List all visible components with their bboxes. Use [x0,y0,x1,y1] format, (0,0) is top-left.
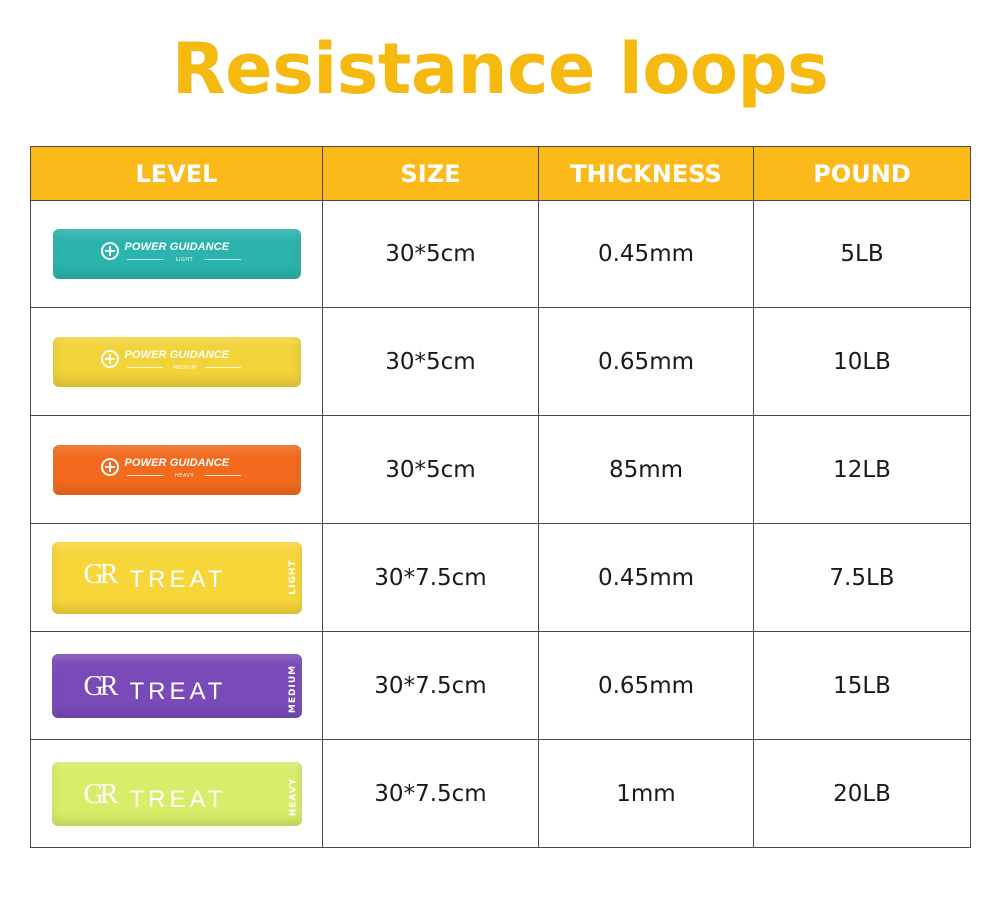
power-guidance-logo-icon [100,242,119,260]
pound-cell: 12LB [753,415,971,524]
band-divider [204,366,241,368]
resistance-band-image: POWER GUIDANCE HEAVY [52,444,301,495]
size-cell: 30*7.5cm [322,739,539,848]
pound-cell: 15LB [753,631,971,740]
pound-cell: 7.5LB [753,523,971,632]
level-cell: GR TREAT MEDIUM [30,631,323,740]
band-level: LIGHT [175,257,194,263]
band-brand: POWER GUIDANCE [124,456,230,469]
band-level: MEDIUM [172,364,197,371]
thickness-cell: 0.45mm [538,200,754,308]
level-cell: GR TREAT HEAVY [30,739,323,848]
gr-logo-icon: GR [83,778,119,810]
band-level: HEAVY [175,472,194,479]
band-divider [204,474,241,476]
header-size: SIZE [322,146,539,201]
thickness-cell: 0.65mm [538,631,754,740]
band-brand: TREAT [129,565,227,593]
size-cell: 30*5cm [322,200,539,308]
table-header-row: LEVEL SIZE THICKNESS POUND [30,146,971,201]
table-row: GR TREAT HEAVY 30*7.5cm 1mm 20LB [30,739,971,848]
thickness-cell: 0.45mm [538,523,754,632]
band-level: HEAVY [288,777,299,816]
spec-table: LEVEL SIZE THICKNESS POUND POWER GUIDANC… [30,146,971,848]
header-pound: POUND [753,146,971,201]
resistance-band-image: GR TREAT LIGHT [51,541,302,614]
size-cell: 30*5cm [322,307,539,416]
table-row: POWER GUIDANCE MEDIUM 30*5cm 0.65mm 10LB [30,307,971,416]
gr-logo-icon: GR [83,558,119,590]
band-divider [126,259,163,260]
band-brand: POWER GUIDANCE [124,241,230,253]
size-cell: 30*7.5cm [322,631,539,740]
level-cell: GR TREAT LIGHT [30,523,323,632]
level-cell: POWER GUIDANCE MEDIUM [30,307,323,416]
band-divider [126,474,163,476]
band-brand: POWER GUIDANCE [124,348,230,361]
band-divider [126,366,163,368]
pound-cell: 20LB [753,739,971,848]
thickness-cell: 85mm [538,415,754,524]
gr-logo-icon: GR [83,670,119,702]
power-guidance-logo-icon [100,457,119,476]
resistance-band-image: GR TREAT HEAVY [51,761,302,826]
size-cell: 30*5cm [322,415,539,524]
band-level: LIGHT [288,558,299,595]
thickness-cell: 1mm [538,739,754,848]
resistance-band-image: GR TREAT MEDIUM [51,653,302,718]
pound-cell: 10LB [753,307,971,416]
thickness-cell: 0.65mm [538,307,754,416]
header-level: LEVEL [30,146,323,201]
header-thickness: THICKNESS [538,146,754,201]
table-row: GR TREAT MEDIUM 30*7.5cm 0.65mm 15LB [30,631,971,740]
resistance-band-image: POWER GUIDANCE LIGHT [52,229,301,279]
resistance-band-image: POWER GUIDANCE MEDIUM [52,336,301,387]
page-title: Resistance loops [171,28,829,110]
band-brand: TREAT [129,677,227,705]
band-level: MEDIUM [288,664,299,713]
table-row: POWER GUIDANCE LIGHT 30*5cm 0.45mm 5LB [30,200,971,308]
size-cell: 30*7.5cm [322,523,539,632]
band-brand: TREAT [129,785,227,813]
level-cell: POWER GUIDANCE LIGHT [30,200,323,308]
pound-cell: 5LB [753,200,971,308]
table-row: POWER GUIDANCE HEAVY 30*5cm 85mm 12LB [30,415,971,524]
table-row: GR TREAT LIGHT 30*7.5cm 0.45mm 7.5LB [30,523,971,632]
power-guidance-logo-icon [100,349,119,368]
level-cell: POWER GUIDANCE HEAVY [30,415,323,524]
band-divider [204,259,241,260]
